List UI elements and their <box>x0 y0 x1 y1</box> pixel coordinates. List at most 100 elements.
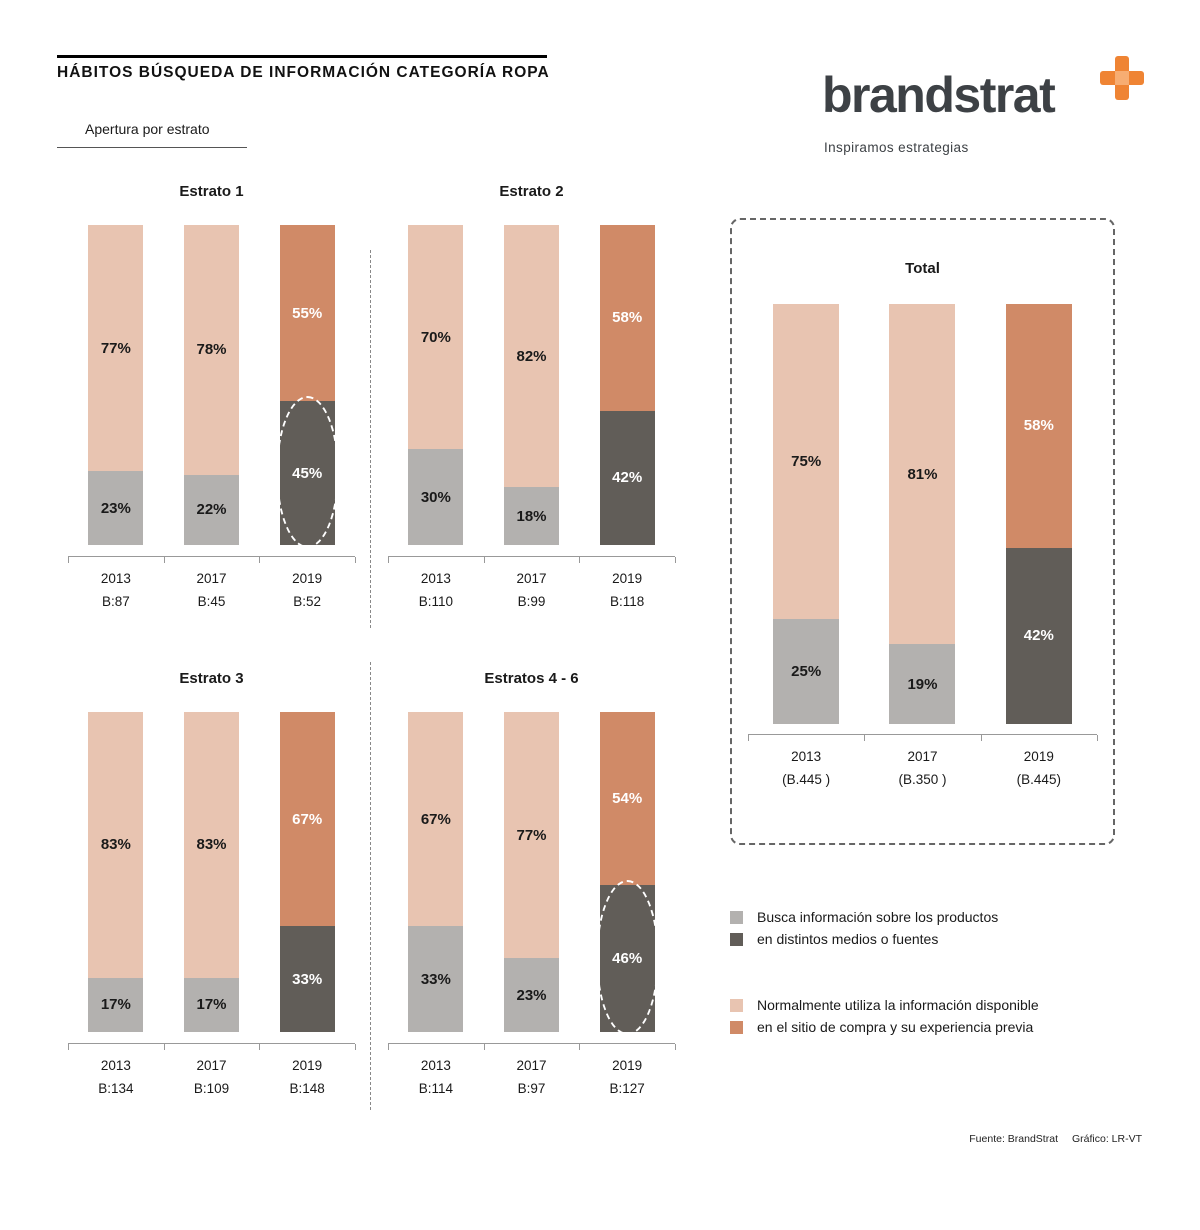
year-label: 2017 <box>196 571 227 586</box>
brandstrat-logo: brandstrat Inspiramos estrategias <box>822 56 1144 160</box>
percent-label: 18% <box>516 507 547 525</box>
bar-column: 78% 22% <box>164 225 260 545</box>
bar-column: 58% 42% <box>579 225 675 545</box>
bar-column: 81% 19% <box>864 304 980 724</box>
legend-text: Busca información sobre los productos <box>757 909 999 925</box>
percent-label: 23% <box>100 499 131 517</box>
bar-column: 70% 30% <box>388 225 484 545</box>
bar-segment-top: 70% <box>408 225 464 449</box>
chart-title: Estrato 2 <box>499 183 564 200</box>
axis-tick <box>483 557 485 563</box>
bar-segment-top: 77% <box>88 225 144 472</box>
bar-segment-bottom: 19% <box>889 644 956 724</box>
plot-area: 83% 17% 83% 17% 67% 33% <box>68 712 355 1032</box>
percent-label: 55% <box>292 304 323 322</box>
category-labels: 2013 B:134 2017 B:109 2019 B:148 <box>68 1058 355 1096</box>
category-label: 2013 B:110 <box>388 571 484 609</box>
source-credit: Fuente: BrandStrat <box>969 1133 1058 1145</box>
logo-tagline: Inspiramos estrategias <box>824 140 969 155</box>
percent-label: 81% <box>907 465 938 483</box>
base-label: B:114 <box>418 1081 453 1096</box>
x-axis <box>68 556 356 563</box>
percent-label: 83% <box>196 836 227 854</box>
base-label: (B.445) <box>1016 772 1061 787</box>
legend: Busca información sobre los productos en… <box>730 906 1039 1038</box>
chart-estratos-4-6: Estratos 4 - 6 67% 33% 77% 23% 54% 46% 2013 B:… <box>388 670 676 1096</box>
base-label: (B.445 ) <box>782 772 831 787</box>
percent-label: 42% <box>1023 627 1054 645</box>
bar-segment-top: 82% <box>504 225 559 488</box>
axis-tick <box>68 1044 69 1050</box>
stacked-bar: 67% 33% <box>279 712 335 1032</box>
axis-tick <box>1097 735 1098 741</box>
stacked-bar: 83% 17% <box>88 712 144 1032</box>
bar-segment-top: 83% <box>88 712 144 978</box>
category-label: 2013 B:87 <box>68 571 164 609</box>
percent-label: 54% <box>612 789 643 807</box>
bar-segment-bottom: 17% <box>88 977 144 1032</box>
bar-column: 77% 23% <box>484 712 580 1032</box>
chart-estrato-1: Estrato 1 77% 23% 78% 22% 55% 45% 2013 B:87 201… <box>68 183 356 609</box>
logo-wordmark: brandstrat <box>822 67 1056 123</box>
category-label: 2017 B:97 <box>484 1058 580 1096</box>
bar-segment-bottom: 42% <box>1005 547 1072 724</box>
category-label: 2017 (B.350 ) <box>864 749 980 787</box>
year-label: 2019 <box>612 571 643 586</box>
stacked-bar: 70% 30% <box>408 225 464 545</box>
percent-label: 58% <box>612 309 643 327</box>
base-label: B:127 <box>609 1081 645 1096</box>
category-label: 2019 (B.445) <box>981 749 1097 787</box>
axis-tick <box>864 735 866 741</box>
stacked-bar: 78% 22% <box>184 225 239 545</box>
category-label: 2013 B:114 <box>388 1058 484 1096</box>
bar-column: 82% 18% <box>484 225 580 545</box>
percent-label: 78% <box>196 341 227 359</box>
year-label: 2019 <box>292 1058 323 1073</box>
section-label: Apertura por estrato <box>57 121 247 148</box>
title-rule <box>57 55 547 58</box>
chart-estrato-2: Estrato 2 70% 30% 82% 18% 58% 42% 2013 B:110 20… <box>388 183 676 609</box>
stacked-bar: 54% 46% <box>595 712 659 1035</box>
stacked-bar: 83% 17% <box>184 712 239 1032</box>
stacked-bar: 58% 42% <box>1005 304 1072 724</box>
bar-segment-bottom: 33% <box>408 926 464 1032</box>
base-label: B:45 <box>197 594 226 609</box>
year-label: 2013 <box>791 749 822 764</box>
year-label: 2019 <box>1023 749 1054 764</box>
category-label: 2013 (B.445 ) <box>748 749 864 787</box>
axis-tick <box>355 557 356 563</box>
category-label: 2019 B:148 <box>259 1058 355 1096</box>
legend-text: en el sitio de compra y su experiencia p… <box>757 1019 1034 1035</box>
base-label: B:110 <box>418 594 453 609</box>
bar-column: 83% 17% <box>164 712 260 1032</box>
category-label: 2019 B:118 <box>579 571 675 609</box>
legend-text: en distintos medios o fuentes <box>757 931 939 947</box>
plot-area: 75% 25% 81% 19% 58% 42% <box>748 304 1097 724</box>
base-label: B:109 <box>193 1081 230 1096</box>
bar-segment-bottom: 46% <box>599 884 655 1032</box>
bar-segment-top: 77% <box>504 712 559 959</box>
legend-chip-salmon-light <box>730 998 743 1012</box>
percent-label: 46% <box>612 949 643 967</box>
percent-label: 17% <box>100 996 131 1014</box>
axis-tick <box>355 1044 356 1050</box>
year-label: 2019 <box>292 571 323 586</box>
x-axis <box>388 556 676 563</box>
plot-area: 77% 23% 78% 22% 55% 45% <box>68 225 355 548</box>
bar-segment-bottom: 45% <box>279 401 335 545</box>
base-label: B:87 <box>101 594 130 609</box>
percent-label: 25% <box>791 663 822 680</box>
percent-label: 22% <box>196 501 227 519</box>
percent-label: 70% <box>420 328 451 346</box>
bar-column: 83% 17% <box>68 712 164 1032</box>
year-label: 2019 <box>612 1058 643 1073</box>
chart-title: Estratos 4 - 6 <box>484 670 579 687</box>
bar-segment-bottom: 18% <box>504 487 559 545</box>
percent-label: 30% <box>420 488 451 506</box>
x-axis <box>748 734 1098 741</box>
bar-segment-top: 83% <box>184 712 239 978</box>
axis-tick <box>388 1044 389 1050</box>
axis-tick <box>675 557 676 563</box>
bar-segment-bottom: 23% <box>88 471 144 545</box>
axis-tick <box>259 557 261 563</box>
